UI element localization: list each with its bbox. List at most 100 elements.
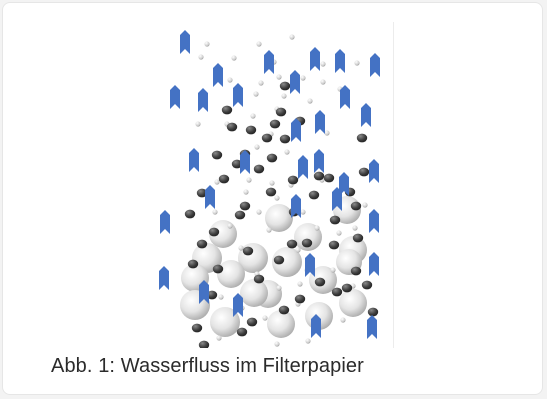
dark-particle-icon — [308, 190, 320, 200]
small-particle-icon — [204, 41, 210, 47]
water-flow-arrow-icon — [199, 280, 209, 304]
water-flow-arrow-icon — [198, 88, 208, 112]
water-flow-arrow-icon — [160, 210, 170, 234]
small-particle-icon — [362, 202, 368, 208]
small-particle-icon — [320, 79, 326, 85]
small-particle-icon — [231, 55, 237, 61]
water-flow-arrow-icon — [233, 293, 243, 317]
water-flow-arrow-icon — [170, 85, 180, 109]
water-flow-arrow-icon — [205, 185, 215, 209]
dark-particle-icon — [253, 274, 265, 284]
dark-particle-icon — [234, 210, 246, 220]
small-particle-icon — [300, 75, 306, 81]
water-flow-arrow-icon — [310, 47, 320, 71]
large-sphere-icon — [267, 310, 295, 338]
dark-particle-icon — [350, 266, 362, 276]
small-particle-icon — [274, 341, 280, 347]
water-flow-arrow-icon — [335, 49, 345, 73]
water-flow-arrow-icon — [340, 85, 350, 109]
small-particle-icon — [227, 223, 233, 229]
small-particle-icon — [274, 195, 280, 201]
water-flow-arrow-icon — [339, 172, 349, 196]
small-particle-icon — [336, 230, 342, 236]
large-sphere-icon — [339, 289, 367, 317]
dark-particle-icon — [242, 246, 254, 256]
dark-particle-icon — [211, 150, 223, 160]
filter-diagram — [159, 30, 380, 348]
small-particle-icon — [314, 225, 320, 231]
dark-particle-icon — [279, 134, 291, 144]
small-particle-icon — [297, 281, 303, 287]
large-sphere-icon — [217, 260, 245, 288]
dark-particle-icon — [261, 133, 273, 143]
water-flow-arrow-icon — [291, 194, 301, 218]
water-flow-arrow-icon — [233, 83, 243, 107]
dark-particle-icon — [341, 283, 353, 293]
dark-particle-icon — [236, 327, 248, 337]
dark-particle-icon — [279, 81, 291, 91]
large-sphere-icon — [240, 279, 268, 307]
water-flow-arrow-icon — [213, 63, 223, 87]
dark-particle-icon — [266, 153, 278, 163]
water-flow-arrow-icon — [315, 110, 325, 134]
small-particle-icon — [227, 77, 233, 83]
small-particle-icon — [276, 285, 282, 291]
dark-particle-icon — [198, 340, 210, 348]
small-particle-icon — [258, 80, 264, 86]
small-particle-icon — [250, 113, 256, 119]
dark-particle-icon — [253, 164, 265, 174]
dark-particle-icon — [350, 201, 362, 211]
dark-particle-icon — [367, 307, 379, 317]
small-particle-icon — [218, 294, 224, 300]
small-particle-icon — [324, 130, 330, 136]
small-particle-icon — [340, 317, 346, 323]
water-flow-arrow-icon — [298, 155, 308, 179]
dark-particle-icon — [352, 233, 364, 243]
small-particle-icon — [289, 34, 295, 40]
dark-particle-icon — [196, 188, 208, 198]
dark-particle-icon — [221, 105, 233, 115]
small-particle-icon — [238, 245, 244, 251]
dark-particle-icon — [331, 287, 343, 297]
small-particle-icon — [295, 247, 301, 253]
small-particle-icon — [305, 338, 311, 344]
small-particle-icon — [256, 41, 262, 47]
dark-particle-icon — [301, 238, 313, 248]
small-particle-icon — [300, 209, 306, 215]
dark-particle-icon — [361, 280, 373, 290]
dark-particle-icon — [218, 174, 230, 184]
small-particle-icon — [307, 98, 313, 104]
dark-particle-icon — [328, 240, 340, 250]
small-particle-icon — [262, 315, 268, 321]
water-flow-arrow-icon — [369, 209, 379, 233]
water-flow-arrow-icon — [314, 149, 324, 173]
dark-particle-icon — [269, 119, 281, 129]
small-particle-icon — [243, 189, 249, 195]
large-sphere-icon — [272, 247, 302, 277]
dark-particle-icon — [294, 294, 306, 304]
dark-particle-icon — [286, 239, 298, 249]
dark-particle-icon — [191, 323, 203, 333]
small-particle-icon — [216, 335, 222, 341]
water-flow-arrow-icon — [367, 315, 377, 339]
small-particle-icon — [254, 144, 260, 150]
dark-particle-icon — [265, 187, 277, 197]
water-flow-arrow-icon — [369, 159, 379, 183]
dark-particle-icon — [287, 175, 299, 185]
small-particle-icon — [214, 179, 220, 185]
water-flow-arrow-icon — [332, 187, 342, 211]
dark-particle-icon — [196, 239, 208, 249]
dark-particle-icon — [278, 305, 290, 315]
small-particle-icon — [198, 54, 204, 60]
water-flow-arrow-icon — [305, 253, 315, 277]
small-particle-icon — [256, 209, 262, 215]
small-particle-icon — [246, 177, 252, 183]
dark-particle-icon — [245, 125, 257, 135]
large-sphere-icon — [294, 223, 322, 251]
water-flow-arrow-icon — [180, 30, 190, 54]
small-particle-icon — [269, 180, 275, 186]
dark-particle-icon — [356, 133, 368, 143]
filter-paper-figure — [157, 22, 394, 348]
dark-particle-icon — [275, 107, 287, 117]
water-flow-arrow-icon — [370, 53, 380, 77]
